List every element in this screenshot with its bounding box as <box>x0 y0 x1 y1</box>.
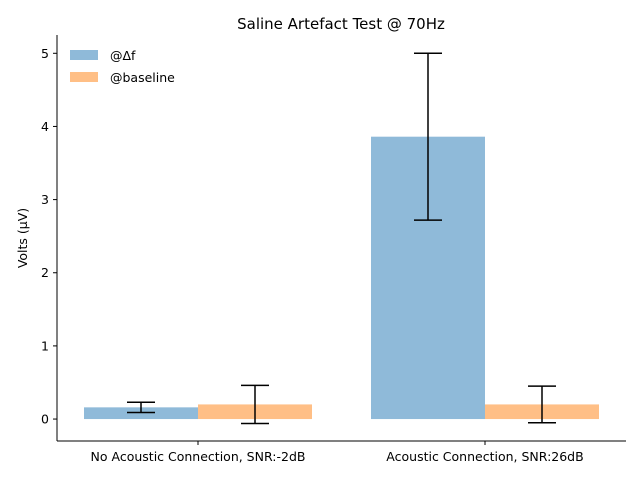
y-tick-label: 3 <box>41 192 49 207</box>
y-tick-label: 1 <box>41 338 49 353</box>
legend-swatch-1 <box>70 72 98 82</box>
x-ticks: No Acoustic Connection, SNR:-2dB Acoustic… <box>91 441 584 464</box>
chart-title: Saline Artefact Test @ 70Hz <box>237 15 445 33</box>
x-tick-label: Acoustic Connection, SNR:26dB <box>386 449 583 464</box>
bars-layer <box>84 136 599 420</box>
legend-label-0: @Δf <box>110 48 136 63</box>
legend-swatch-0 <box>70 50 98 60</box>
y-tick-label: 5 <box>41 46 49 61</box>
legend-label-1: @baseline <box>110 70 175 85</box>
y-tick-label: 2 <box>41 265 49 280</box>
y-ticks: 0 1 2 3 4 5 <box>41 46 57 427</box>
y-tick-label: 0 <box>41 412 49 427</box>
y-tick-label: 4 <box>41 119 49 134</box>
error-bars-layer <box>127 52 556 425</box>
y-axis-label: Volts (μV) <box>15 208 30 268</box>
legend: @Δf @baseline <box>70 48 175 85</box>
x-tick-label: No Acoustic Connection, SNR:-2dB <box>91 449 306 464</box>
